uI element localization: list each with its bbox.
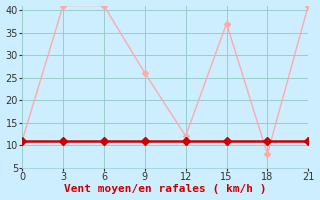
X-axis label: Vent moyen/en rafales ( km/h ): Vent moyen/en rafales ( km/h ) (64, 184, 267, 194)
